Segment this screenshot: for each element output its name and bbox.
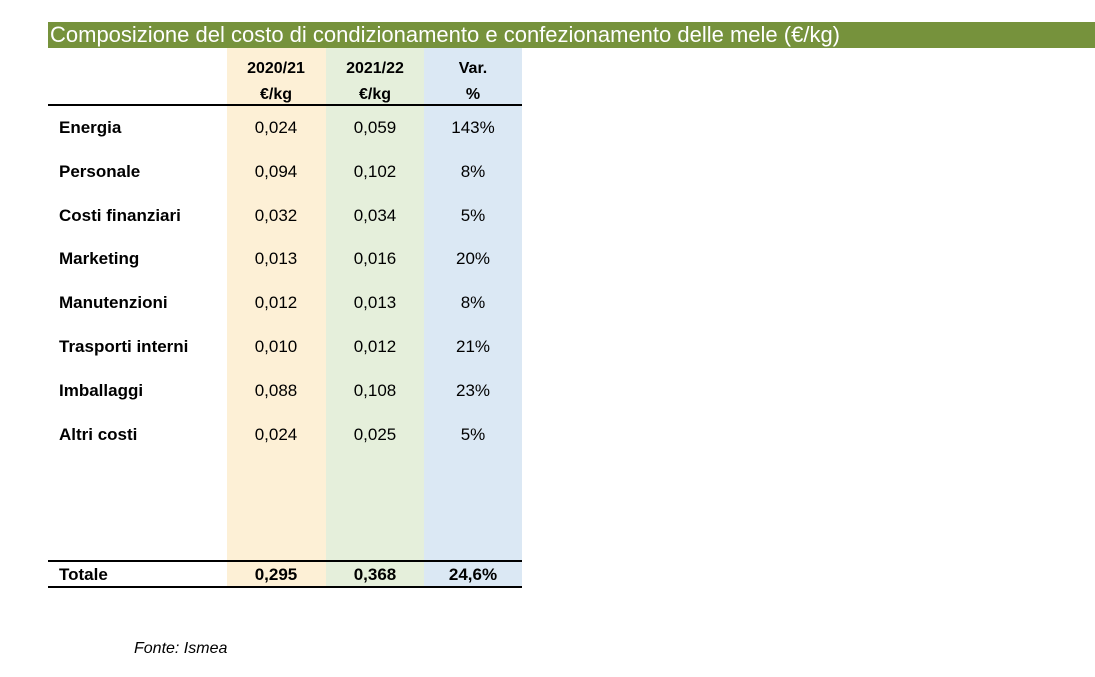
total-bottom-rule	[48, 586, 522, 588]
column-bg-2021-22	[326, 48, 424, 560]
row-label: Altri costi	[59, 425, 138, 444]
header-2020-21-unit: €/kg	[259, 86, 292, 103]
cell-2020-21: 0,032	[254, 206, 298, 225]
header-var: Var. %	[424, 56, 522, 108]
total-label: Totale	[59, 565, 108, 584]
cell-2020-21: 0,010	[254, 337, 298, 356]
cell-2020-21: 0,013	[254, 249, 298, 268]
cell-var: 21%	[455, 337, 491, 356]
cell-2021-22: 0,034	[353, 206, 397, 225]
table-title: Composizione del costo di condizionament…	[48, 22, 1095, 48]
total-bg-var	[424, 561, 522, 586]
cell-var: 5%	[460, 425, 486, 444]
header-2021-22-year: 2021/22	[346, 60, 404, 77]
total-bg-2021-22	[326, 561, 424, 586]
header-2020-21-year: 2020/21	[247, 60, 305, 77]
total-top-rule	[48, 560, 522, 562]
cell-2021-22: 0,108	[353, 381, 397, 400]
header-2021-22-unit: €/kg	[358, 86, 391, 103]
row-label: Imballaggi	[59, 381, 144, 400]
row-label: Costi finanziari	[59, 206, 181, 225]
header-var-unit: %	[465, 86, 481, 103]
cell-2021-22: 0,013	[353, 293, 397, 312]
header-rule	[48, 104, 522, 106]
cell-2020-21: 0,088	[254, 381, 298, 400]
cell-var: 20%	[455, 249, 491, 268]
row-label: Marketing	[59, 249, 140, 268]
source-note: Fonte: Ismea	[134, 640, 228, 657]
cell-2021-22: 0,102	[353, 162, 397, 181]
cell-2021-22: 0,025	[353, 425, 397, 444]
cell-2020-21: 0,024	[254, 118, 298, 137]
cell-var: 5%	[460, 206, 486, 225]
cell-2021-22: 0,016	[353, 249, 397, 268]
cell-var: 143%	[451, 118, 495, 137]
total-var: 24,6%	[448, 565, 498, 584]
cell-2021-22: 0,059	[353, 118, 397, 137]
column-bg-var	[424, 48, 522, 560]
cell-2020-21: 0,012	[254, 293, 298, 312]
header-2021-22: 2021/22 €/kg	[326, 56, 424, 108]
total-2020-21: 0,295	[254, 565, 298, 584]
cell-var: 23%	[455, 381, 491, 400]
total-2021-22: 0,368	[353, 565, 397, 584]
total-bg-2020-21	[227, 561, 326, 586]
cell-2020-21: 0,024	[254, 425, 298, 444]
cell-2020-21: 0,094	[254, 162, 298, 181]
cell-var: 8%	[460, 162, 486, 181]
column-bg-2020-21	[227, 48, 326, 560]
cell-2021-22: 0,012	[353, 337, 397, 356]
row-label: Trasporti interni	[59, 337, 189, 356]
cell-var: 8%	[460, 293, 486, 312]
row-label: Manutenzioni	[59, 293, 168, 312]
header-2020-21: 2020/21 €/kg	[227, 56, 325, 108]
row-label: Energia	[59, 118, 122, 137]
row-label: Personale	[59, 162, 141, 181]
header-var-label: Var.	[458, 60, 488, 77]
